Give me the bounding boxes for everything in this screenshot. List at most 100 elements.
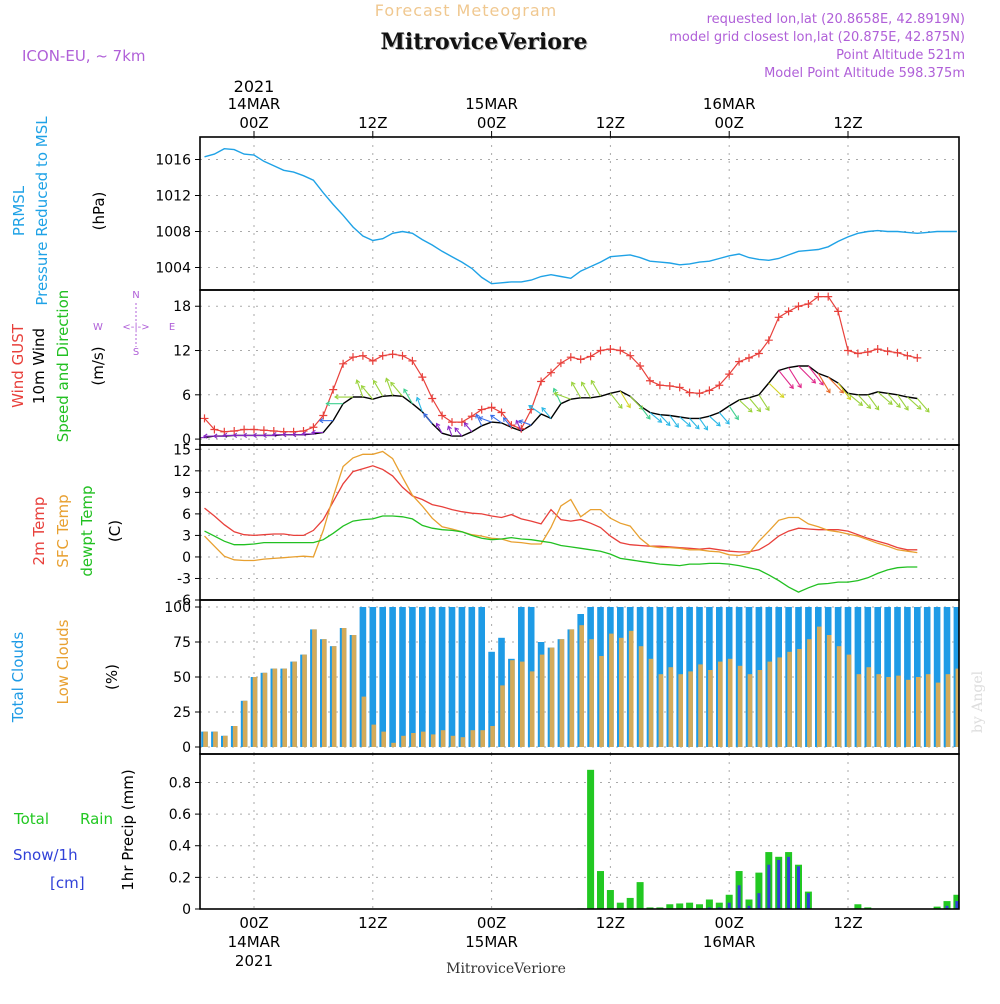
gust-marker [715, 381, 724, 390]
y-tick-label: 0 [182, 740, 191, 756]
gust-marker [438, 411, 447, 420]
y-tick-label: 1016 [155, 153, 191, 169]
gust-marker [537, 377, 546, 386]
wind-arrow-head [262, 432, 267, 439]
total-cloud-bar [379, 607, 386, 747]
gust-marker [646, 376, 654, 385]
gust-marker [517, 424, 526, 433]
pressure-label-short: PRMSL [10, 185, 28, 236]
gust-marker [200, 414, 209, 423]
wind-arrow [807, 365, 824, 386]
wind-arrow-head [478, 416, 484, 422]
y-tick-label: 12 [173, 464, 191, 480]
top-date-label: 14MAR [228, 95, 281, 113]
wind-arrow [490, 414, 502, 424]
total-cloud-bar [369, 607, 377, 747]
low-cloud-bar [302, 654, 307, 747]
wind-arrow-head [887, 400, 893, 405]
temp-sfc-label: SFC Temp [54, 494, 72, 567]
wind-arrow [503, 417, 512, 428]
gust-marker [873, 345, 882, 354]
low-cloud-bar [708, 670, 713, 747]
pressure-label-long: Pressure Reduced to MSL [33, 116, 51, 306]
low-clouds-label: Low Clouds [54, 619, 72, 704]
low-cloud-bar [817, 626, 822, 747]
wind-arrow [699, 418, 708, 431]
wind-arrow [554, 392, 571, 400]
gust-marker [804, 300, 813, 309]
low-cloud-bar [886, 677, 891, 747]
gust-marker [764, 336, 773, 345]
wind-arrow-head [665, 421, 671, 427]
wind-arrow-head [372, 379, 378, 385]
total-cloud-bar [359, 607, 367, 747]
rain-bar [696, 904, 703, 909]
rain-bar [963, 890, 970, 909]
gust-marker [665, 381, 674, 390]
total-cloud-bar [488, 651, 495, 747]
rain-bar [636, 882, 644, 909]
wind-arrow-head [826, 388, 831, 394]
low-cloud-bar [925, 674, 931, 747]
low-cloud-bar [430, 734, 436, 747]
wind-arrow [718, 412, 730, 425]
y-tick-label: 25 [173, 705, 191, 721]
wind-speed-dir-label: Speed and Direction [54, 290, 72, 443]
wind-arrow-head [811, 378, 817, 384]
gust-marker [448, 418, 456, 427]
wind-arrow [788, 367, 802, 388]
snow-bar [747, 905, 751, 909]
wind-arrow-head [846, 395, 852, 401]
wind-arrow [867, 394, 880, 411]
low-cloud-bar [787, 651, 792, 747]
low-cloud-bar [232, 726, 238, 747]
wind-arrow-head [904, 405, 909, 411]
rain-bar [666, 904, 674, 909]
low-cloud-bar [638, 646, 644, 747]
wind-arrow [553, 388, 562, 404]
wind-arrow-head [797, 383, 802, 389]
gust-marker [705, 386, 714, 395]
rain-bar [933, 906, 941, 909]
low-cloud-bar [846, 654, 852, 747]
wind-arrow [361, 385, 374, 400]
wind-arrow [907, 396, 922, 410]
wind-arrow [847, 392, 863, 406]
wind-arrow [827, 376, 844, 394]
low-cloud-bar [569, 629, 575, 747]
snow-bar [985, 906, 988, 909]
total-cloud-bar [458, 607, 466, 747]
wind-arrow [669, 415, 679, 428]
rain-bar [626, 897, 634, 909]
low-cloud-bar [668, 667, 674, 747]
low-cloud-bar [658, 674, 664, 747]
gust-marker [863, 348, 872, 356]
wind-arrow-head [839, 388, 845, 394]
low-cloud-bar [539, 654, 545, 747]
low-cloud-bar [480, 730, 485, 747]
low-cloud-bar [767, 661, 773, 747]
low-cloud-bar [906, 679, 911, 747]
wind-arrow [356, 379, 364, 398]
wind-arrow [454, 427, 463, 437]
wind-arrow-head [403, 388, 408, 394]
gust-marker [903, 351, 912, 360]
wind-arrow-head [541, 406, 547, 412]
total-cloud-bar [419, 607, 426, 747]
gust-marker [457, 418, 466, 427]
gust-marker [784, 307, 793, 316]
total-cloud-bar [389, 607, 396, 747]
gust-marker [497, 408, 506, 417]
low-cloud-bar [272, 668, 278, 747]
gust-marker [754, 349, 763, 358]
y-tick-label: 1008 [155, 225, 191, 241]
bottom-date-label: 15MAR [465, 933, 518, 951]
low-cloud-bar [213, 731, 218, 747]
temp-2m-label: 2m Temp [30, 497, 48, 566]
wind-arrow [689, 418, 700, 430]
wind-arrow [571, 382, 582, 399]
panel-temperature: -6 -3 0 3 6 9 12 15 [173, 442, 959, 609]
closest-coords: model grid closest lon,lat (20.875E, 42.… [669, 30, 965, 45]
bottom-time-label: 00Z [477, 914, 506, 932]
wind-arrow [857, 394, 871, 409]
